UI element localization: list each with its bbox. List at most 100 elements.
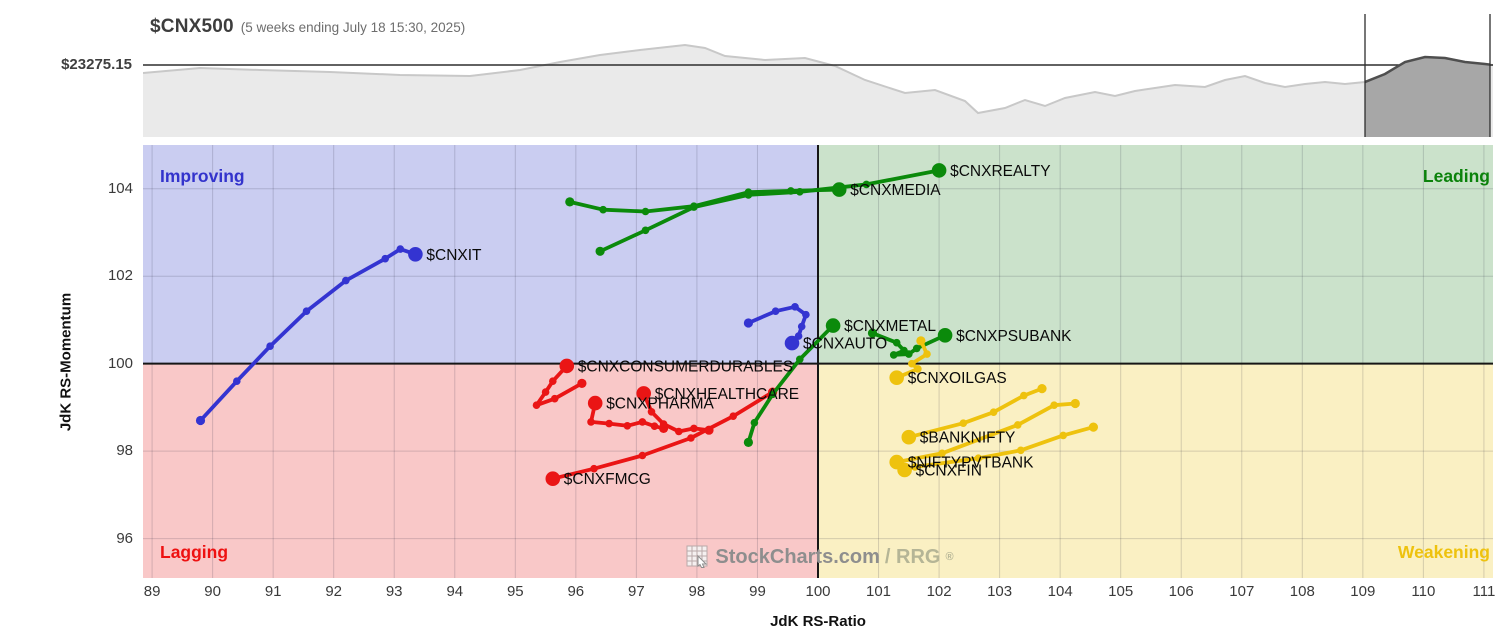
trail-point bbox=[914, 365, 922, 373]
trail-point bbox=[862, 180, 871, 189]
trail-$CNXAUTO[interactable] bbox=[743, 303, 810, 351]
trail-point bbox=[1017, 446, 1025, 455]
trail-point bbox=[796, 355, 804, 364]
x-tick-103: 103 bbox=[987, 583, 1013, 600]
ticker-label-$CNXOILGAS[interactable]: $CNXOILGAS bbox=[908, 370, 1007, 387]
trail-point bbox=[1070, 398, 1080, 409]
ticker-label-$CNXMETAL[interactable]: $CNXMETAL bbox=[844, 318, 936, 335]
rrg-chart: $CNXREALTY $CNXMEDIA $CNXIT $CNXCONSUMERDUR… bbox=[143, 145, 1493, 578]
stockcharts-logo-icon bbox=[686, 545, 708, 568]
ticker-dot-$CNXPSUBANK[interactable] bbox=[937, 328, 953, 343]
trail-point bbox=[302, 307, 311, 315]
chart-title: $CNX500 (5 weeks ending July 18 15:30, 20… bbox=[150, 16, 465, 38]
x-tick-105: 105 bbox=[1108, 583, 1134, 600]
ticker-dot-$CNXFIN[interactable] bbox=[897, 462, 912, 478]
ticker-dot-$CNXIT[interactable] bbox=[408, 247, 423, 262]
x-tick-90: 90 bbox=[204, 583, 221, 600]
trail-point bbox=[381, 254, 389, 263]
trail-$CNXCONSUMERDURABLES[interactable] bbox=[532, 358, 587, 410]
y-tick-96: 96 bbox=[116, 529, 133, 547]
trail-point bbox=[587, 418, 595, 426]
trail-point bbox=[938, 449, 946, 458]
trail-point bbox=[590, 464, 598, 473]
trail-point bbox=[541, 388, 550, 396]
ticker-label-$CNXMEDIA[interactable]: $CNXMEDIA bbox=[850, 182, 941, 199]
ticker-dot-$CNXCONSUMERDURABLES[interactable] bbox=[559, 358, 575, 374]
ticker-label-$CNXHEALTHCARE[interactable]: $CNXHEALTHCARE bbox=[655, 386, 799, 403]
ticker-label-$CNXAUTO[interactable]: $CNXAUTO bbox=[803, 336, 887, 353]
ticker-dot-$CNXAUTO[interactable] bbox=[784, 335, 800, 351]
ticker-label-$CNXFIN[interactable]: $CNXFIN bbox=[916, 463, 982, 480]
y-axis-title: JdK RS-Momentum bbox=[57, 292, 75, 432]
trail-point bbox=[675, 427, 683, 436]
x-tick-97: 97 bbox=[628, 583, 645, 600]
ticker-label-$CNXIT[interactable]: $CNXIT bbox=[426, 247, 482, 264]
trail-point bbox=[743, 318, 754, 328]
trail-$CNXOILGAS[interactable] bbox=[889, 336, 931, 385]
ticker-dot-$CNXREALTY[interactable] bbox=[931, 163, 947, 178]
rrg-plot-panel[interactable]: $CNXREALTY $CNXMEDIA $CNXIT $CNXCONSUMERDUR… bbox=[143, 145, 1493, 578]
trail-point bbox=[266, 342, 274, 350]
trail-point bbox=[641, 207, 650, 216]
x-tick-92: 92 bbox=[325, 583, 343, 600]
ticker-labels: $CNXREALTY $CNXMEDIA $CNXIT $CNXCONSUMERDUR… bbox=[426, 163, 1072, 488]
trail-point bbox=[1020, 391, 1028, 400]
ticker-label-$CNXPSUBANK[interactable]: $CNXPSUBANK bbox=[956, 328, 1072, 345]
ticker-dot-$CNXHEALTHCARE[interactable] bbox=[636, 386, 651, 401]
ticker-dot-$CNXOILGAS[interactable] bbox=[889, 370, 904, 385]
ticker-dot-$CNXPHARMA[interactable] bbox=[587, 395, 603, 411]
trail-$BANKNIFTY[interactable] bbox=[901, 384, 1047, 445]
ticker-dot-$CNXFMCG[interactable] bbox=[545, 471, 561, 487]
x-tick-91: 91 bbox=[264, 583, 282, 600]
quadrant-label-improving: Improving bbox=[160, 166, 245, 186]
ticker-label-$BANKNIFTY[interactable]: $BANKNIFTY bbox=[920, 430, 1016, 447]
x-tick-107: 107 bbox=[1229, 583, 1255, 600]
trail-point bbox=[744, 188, 753, 196]
trail-point bbox=[195, 415, 206, 426]
x-tick-110: 110 bbox=[1411, 583, 1436, 600]
trail-point bbox=[396, 245, 405, 253]
trail-point bbox=[787, 187, 795, 195]
ticker-dot-$BANKNIFTY[interactable] bbox=[901, 429, 917, 445]
x-axis-title: JdK RS-Ratio bbox=[770, 613, 866, 630]
trail-point bbox=[647, 408, 656, 416]
ticker-dot-$CNXMETAL[interactable] bbox=[825, 318, 841, 333]
ticker-dot-$CNXMEDIA[interactable] bbox=[831, 182, 847, 197]
ticker-label-$CNXCONSUMERDURABLES[interactable]: $CNXCONSUMERDURABLES bbox=[578, 358, 793, 375]
observation-window[interactable] bbox=[143, 45, 1493, 137]
trail-point bbox=[641, 226, 650, 235]
trail-$CNXIT[interactable] bbox=[195, 245, 423, 426]
trail-$CNXFMCG[interactable] bbox=[545, 387, 778, 487]
ticker-label-$NIFTYPVTBANK[interactable]: $NIFTYPVTBANK bbox=[908, 455, 1034, 472]
x-tick-100: 100 bbox=[805, 583, 831, 600]
price-sparkline-panel[interactable] bbox=[143, 14, 1493, 137]
y-tick-104: 104 bbox=[107, 179, 133, 197]
watermark-registered-mark: ® bbox=[945, 551, 954, 563]
x-tick-99: 99 bbox=[749, 583, 766, 600]
x-tick-96: 96 bbox=[567, 583, 585, 600]
trail-point bbox=[605, 419, 613, 428]
x-tick-95: 95 bbox=[506, 583, 524, 600]
trail-point bbox=[889, 351, 898, 359]
trail-$CNXMEDIA[interactable] bbox=[565, 182, 847, 216]
trail-$CNXPSUBANK[interactable] bbox=[867, 328, 953, 359]
ticker-label-$CNXPHARMA[interactable]: $CNXPHARMA bbox=[606, 396, 714, 413]
trail-point bbox=[892, 338, 901, 347]
trail-point bbox=[1037, 384, 1047, 394]
trail-point bbox=[550, 394, 559, 403]
trail-point bbox=[912, 344, 921, 353]
price-line bbox=[143, 43, 1493, 115]
ticker-label-$CNXFMCG[interactable]: $CNXFMCG bbox=[564, 471, 651, 488]
trail-point bbox=[923, 350, 931, 358]
x-tick-111: 111 bbox=[1472, 583, 1496, 600]
ticker-label-$CNXREALTY[interactable]: $CNXREALTY bbox=[950, 163, 1051, 180]
trail-point bbox=[690, 424, 698, 433]
x-axis-ticks: 89 90 91 92 93 94 95 96 97 98 99 100 101 102 103 104 105… bbox=[143, 583, 1496, 603]
trail-$CNXFIN[interactable] bbox=[897, 422, 1098, 478]
trail-point bbox=[549, 377, 557, 385]
title-subtitle: (5 weeks ending July 18 15:30, 2025) bbox=[240, 20, 466, 35]
trail-point bbox=[791, 303, 799, 311]
trail-point bbox=[867, 328, 878, 338]
trail-$CNXMETAL[interactable] bbox=[743, 318, 841, 447]
